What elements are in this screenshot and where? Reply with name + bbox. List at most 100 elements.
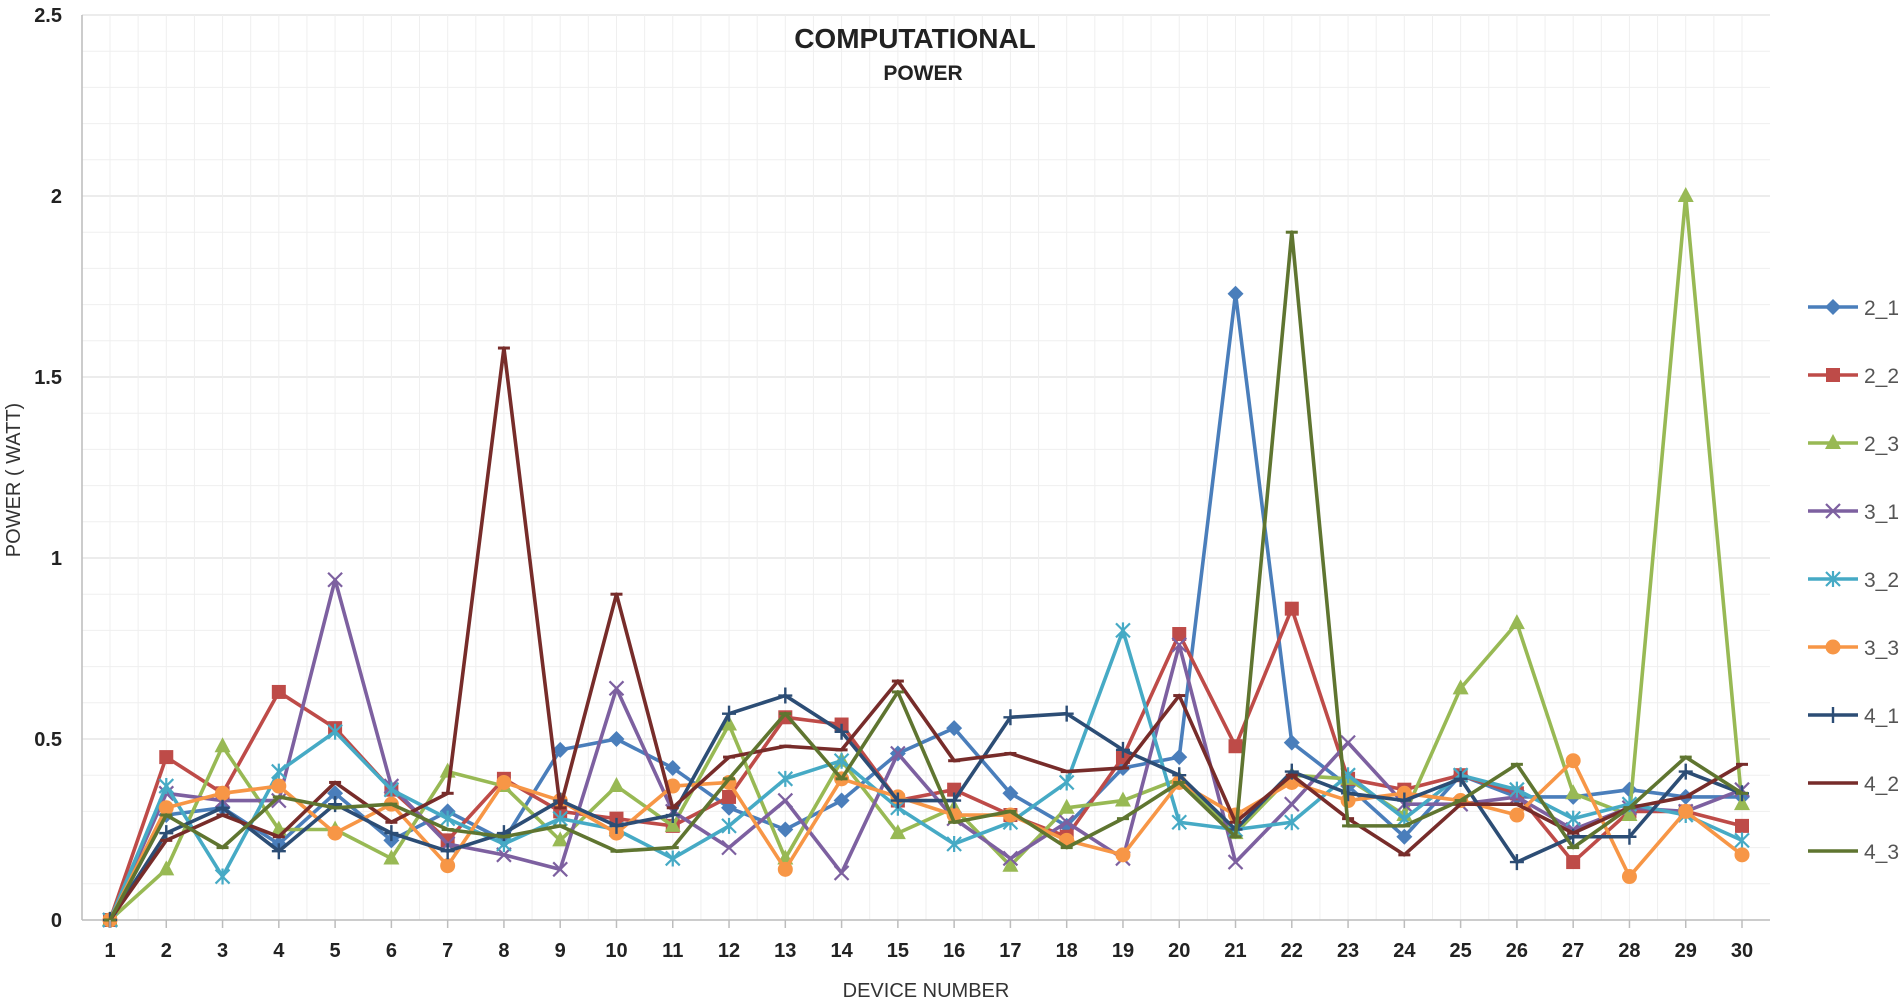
data-point (608, 777, 625, 793)
x-tick-label: 8 (498, 940, 509, 962)
data-point (946, 720, 963, 737)
series-line (108, 628, 1743, 921)
x-tick-label: 22 (1281, 940, 1303, 962)
data-point (609, 817, 624, 834)
x-tick-label: 13 (774, 940, 796, 962)
data-point (1735, 818, 1749, 833)
series-4-3 (104, 230, 1748, 922)
data-point (1677, 187, 1694, 202)
data-point (1171, 637, 1188, 653)
legend-label: 4_1 (1864, 705, 1899, 728)
y-tick-label: 2.5 (34, 5, 62, 27)
data-point (383, 849, 400, 865)
data-point (384, 825, 399, 842)
data-point (1621, 806, 1638, 822)
data-point (1396, 828, 1413, 845)
data-point (1058, 774, 1075, 791)
data-point (777, 792, 794, 809)
legend-item: 3_3 (1808, 637, 1899, 660)
data-point (552, 861, 568, 878)
x-tick-label: 10 (605, 940, 627, 962)
y-tick-label: 0 (51, 910, 62, 932)
x-tick-label: 21 (1224, 940, 1246, 962)
legend-item: 4_3 (1808, 841, 1899, 864)
legend-item: 4_2 (1808, 773, 1899, 796)
series-line (108, 346, 1743, 922)
data-point (1509, 781, 1525, 798)
legend-marker (1825, 571, 1841, 587)
y-tick-label: 1 (51, 548, 62, 570)
data-point (159, 750, 174, 765)
x-tick-label: 3 (217, 940, 228, 962)
data-point (1284, 814, 1300, 831)
legend: 2_1 2_2 2_3 3_1 3_2 3_3 4_1 4_2 4_3 (1808, 297, 1899, 864)
data-point (327, 825, 343, 841)
tick-labels: 00.511.522.51 2 3 4 5 6 7 8 9 10 11 12 13 14 15 16 17 18 1… (34, 5, 1753, 962)
legend-marker (1825, 434, 1841, 449)
x-tick-label: 1 (104, 940, 115, 962)
x-tick-label: 16 (943, 940, 965, 962)
data-point (1115, 622, 1131, 639)
data-point (214, 868, 231, 885)
series-line (108, 194, 1744, 922)
data-point (1397, 792, 1412, 809)
data-point (158, 800, 174, 816)
x-tick-label: 14 (830, 940, 853, 962)
y-tick-label: 2 (51, 186, 62, 208)
y-tick-label: 1.5 (34, 367, 62, 389)
legend-marker (1826, 707, 1840, 723)
data-point (1115, 847, 1131, 863)
x-axis-title: DEVICE NUMBER (843, 980, 1010, 1002)
y-axis-title: POWER ( WATT) (3, 403, 25, 557)
data-point (1058, 798, 1075, 814)
x-tick-label: 17 (999, 940, 1021, 962)
data-point (1228, 739, 1243, 754)
legend-marker (1825, 299, 1841, 315)
data-point (1059, 705, 1074, 722)
data-point (215, 799, 230, 816)
legend-label: 3_1 (1864, 501, 1899, 524)
data-point (271, 843, 286, 860)
x-tick-label: 2 (161, 940, 172, 962)
legend-label: 3_3 (1864, 637, 1899, 660)
x-tick-label: 6 (386, 940, 397, 962)
x-tick-label: 12 (718, 940, 740, 962)
data-point (271, 763, 287, 780)
series-line (108, 230, 1743, 921)
x-tick-label: 4 (273, 940, 285, 962)
data-point (1566, 855, 1581, 870)
data-point (1284, 796, 1300, 812)
legend-label: 2_1 (1864, 297, 1899, 320)
data-point (778, 687, 793, 704)
data-point (1284, 601, 1299, 616)
series-group (102, 187, 1750, 928)
data-point (439, 810, 456, 827)
data-point (1114, 791, 1131, 807)
data-point (552, 741, 569, 758)
data-point (833, 752, 850, 769)
x-tick-label: 29 (1675, 940, 1697, 962)
data-point (608, 731, 625, 747)
data-point (1003, 709, 1018, 726)
data-point (721, 839, 737, 856)
chart-subtitle: POWER (883, 62, 962, 85)
data-point (1227, 854, 1244, 870)
series-4-2 (104, 346, 1748, 922)
x-tick-label: 19 (1112, 940, 1134, 962)
x-tick-label: 9 (555, 940, 566, 962)
data-point (439, 762, 456, 778)
data-point (1115, 741, 1130, 758)
data-point (1227, 285, 1244, 302)
data-point (271, 778, 287, 794)
x-tick-label: 20 (1168, 940, 1190, 962)
data-point (777, 861, 793, 877)
data-point (1058, 814, 1075, 831)
data-point (552, 810, 568, 827)
legend-item: 2_1 (1808, 297, 1899, 320)
legend-item: 3_2 (1808, 569, 1899, 592)
data-point (833, 865, 850, 881)
legend-label: 2_3 (1864, 433, 1899, 456)
data-point (890, 792, 905, 809)
data-point (158, 778, 175, 795)
data-point (722, 789, 737, 804)
